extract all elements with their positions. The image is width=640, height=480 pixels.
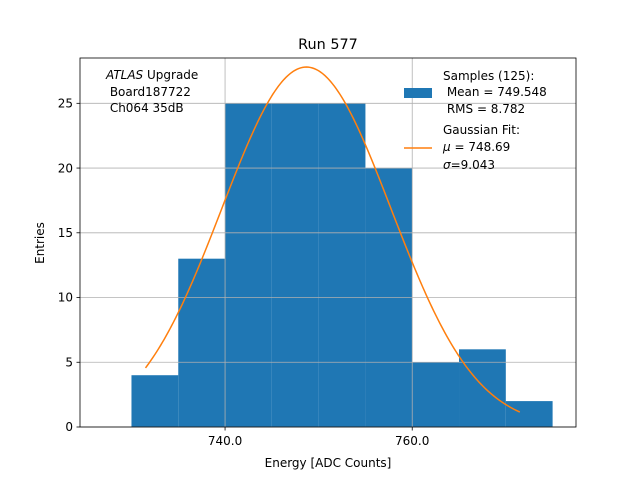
- histogram-bar: [505, 401, 553, 427]
- legend-fit-mu: μ = 748.69: [442, 140, 510, 154]
- x-axis-label: Energy [ADC Counts]: [265, 456, 392, 470]
- x-tick-label: 740.0: [208, 434, 242, 448]
- legend-fit-sigma-symbol: σ: [443, 158, 451, 172]
- legend-fit-line1: Gaussian Fit:: [443, 123, 520, 137]
- histogram-bar: [271, 103, 319, 427]
- histogram-bar: [178, 258, 226, 427]
- y-tick-label: 20: [58, 161, 73, 175]
- gaussian-fit-curve: [144, 66, 521, 413]
- atlas-annotation-channel: Ch064 35dB: [106, 101, 184, 115]
- legend-samples-rms: RMS = 8.782: [443, 102, 525, 116]
- y-axis-label: Entries: [33, 222, 47, 264]
- histogram-bar: [131, 375, 179, 427]
- legend-samples-mean: Mean = 749.548: [443, 85, 547, 99]
- legend: Samples (125): Mean = 749.548 RMS = 8.78…: [404, 69, 547, 172]
- y-tick-label: 25: [58, 97, 73, 111]
- legend-histogram-swatch: [404, 88, 432, 98]
- legend-samples-line1: Samples (125):: [443, 69, 534, 83]
- atlas-annotation-line1: ATLAS Upgrade: [105, 68, 198, 82]
- y-tick-label: 15: [58, 226, 73, 240]
- histogram-bar: [318, 103, 366, 427]
- atlas-annotation-upgrade: Upgrade: [143, 68, 198, 82]
- y-tick-label: 5: [65, 355, 73, 369]
- histogram-bar: [459, 349, 506, 427]
- histogram-bars: [131, 103, 553, 428]
- atlas-annotation-board: Board187722: [106, 85, 191, 99]
- x-tick-label: 760.0: [395, 434, 429, 448]
- atlas-annotation-italic: ATLAS: [105, 68, 144, 82]
- histogram-bar: [225, 103, 272, 427]
- axis-ticks: 740.0 760.0 0 5 10 15 20 25: [58, 97, 430, 448]
- legend-fit-sigma-value: =9.043: [451, 158, 495, 172]
- histogram-bar: [412, 362, 460, 427]
- y-tick-label: 10: [58, 291, 73, 305]
- legend-fit-mu-value: = 748.69: [451, 140, 511, 154]
- legend-fit-sigma: σ=9.043: [443, 158, 495, 172]
- legend-fit-mu-symbol: μ: [442, 140, 451, 154]
- grid-lines: [80, 58, 576, 428]
- axes-frame: [79, 57, 577, 428]
- y-tick-label: 0: [65, 420, 73, 434]
- chart-title: Run 577: [298, 37, 358, 53]
